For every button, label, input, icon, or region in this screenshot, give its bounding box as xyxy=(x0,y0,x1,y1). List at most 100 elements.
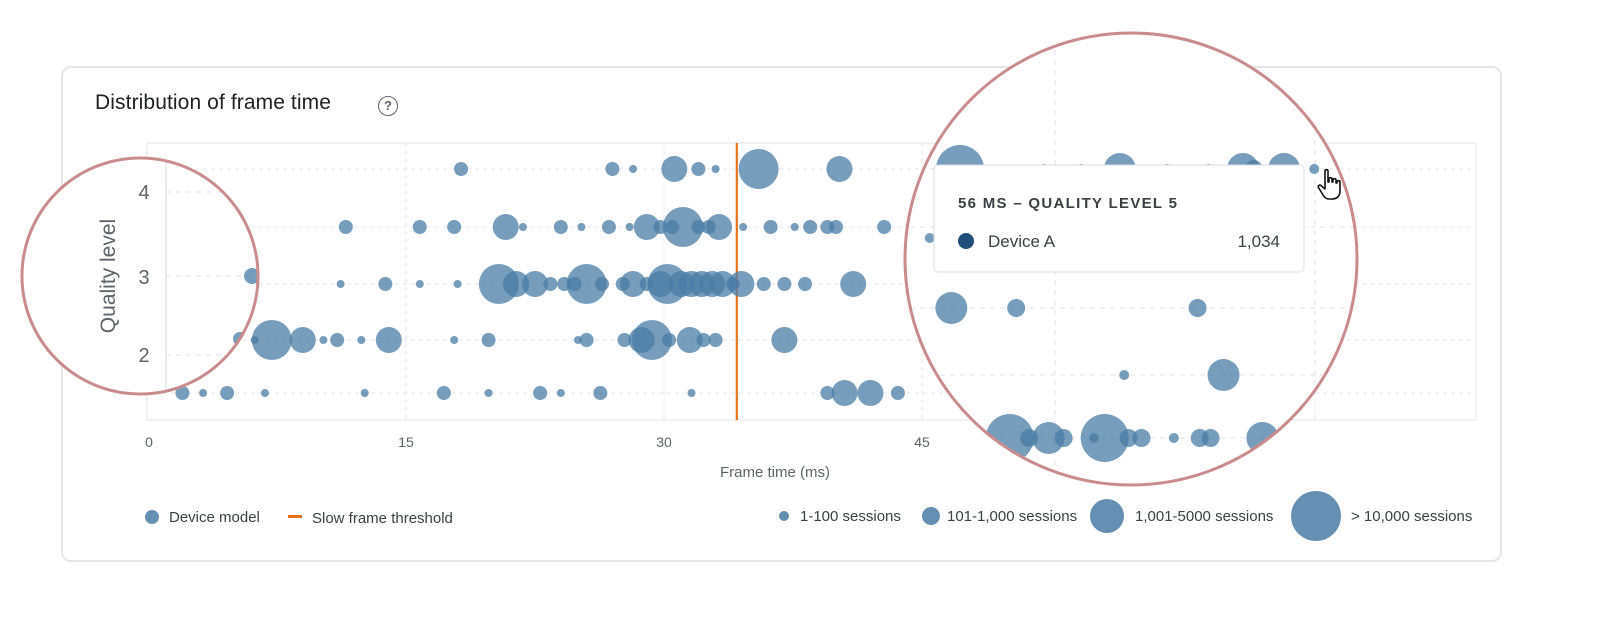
bubble-point[interactable] xyxy=(412,220,427,234)
bubble-point[interactable] xyxy=(1201,429,1220,447)
bubble-point[interactable] xyxy=(696,333,711,347)
bubble-point[interactable] xyxy=(1132,429,1151,447)
zoom-y-tick: 3 xyxy=(138,267,149,289)
bubble-point[interactable] xyxy=(708,333,723,347)
bubble-point[interactable] xyxy=(831,380,858,406)
tooltip-title: 56 MS – QUALITY LEVEL 5 xyxy=(958,195,1178,212)
bubble-point[interactable] xyxy=(617,333,632,347)
size-legend-label: 1,001-5000 sessions xyxy=(1135,508,1273,525)
bubble-point[interactable] xyxy=(436,386,451,400)
bubble-point[interactable] xyxy=(629,165,638,173)
bubble-point[interactable] xyxy=(450,336,459,344)
tooltip-series-dot xyxy=(958,233,974,249)
bubble-point[interactable] xyxy=(260,389,269,397)
bubble-point[interactable] xyxy=(220,386,235,400)
bubble-point[interactable] xyxy=(605,162,620,176)
bubble-point[interactable] xyxy=(484,389,493,397)
bubble-point[interactable] xyxy=(633,214,660,240)
bubble-point[interactable] xyxy=(763,220,778,234)
bubble-point[interactable] xyxy=(1188,299,1207,317)
bubble-point[interactable] xyxy=(1007,299,1026,317)
bubble-point[interactable] xyxy=(857,380,884,406)
size-legend-label: > 10,000 sessions xyxy=(1351,508,1472,525)
bubble-point[interactable] xyxy=(543,277,558,291)
bubble-point[interactable] xyxy=(244,268,260,284)
bubble-point[interactable] xyxy=(662,333,677,347)
bubble-point[interactable] xyxy=(199,389,208,397)
bubble-point[interactable] xyxy=(251,320,292,360)
bubble-point[interactable] xyxy=(706,214,733,240)
bubble-point[interactable] xyxy=(756,277,771,291)
bubble-point[interactable] xyxy=(556,389,565,397)
bubble-point[interactable] xyxy=(378,277,393,291)
bubble-point[interactable] xyxy=(319,336,328,344)
bubble-point[interactable] xyxy=(661,156,688,182)
bubble-point[interactable] xyxy=(1032,422,1065,454)
bubble-point[interactable] xyxy=(1207,359,1240,391)
bubble-point[interactable] xyxy=(711,165,720,173)
bubble-point[interactable] xyxy=(522,271,548,297)
bubble-point[interactable] xyxy=(777,277,792,291)
bubble-point[interactable] xyxy=(553,220,568,234)
bubble-point[interactable] xyxy=(803,220,818,234)
bubble-point[interactable] xyxy=(518,223,527,231)
bubble-point[interactable] xyxy=(338,220,353,234)
bubble-point[interactable] xyxy=(662,207,703,247)
bubble-point[interactable] xyxy=(1054,429,1073,447)
bubble-point[interactable] xyxy=(790,223,799,231)
bubble-point[interactable] xyxy=(890,386,905,400)
bubble-point[interactable] xyxy=(415,280,424,288)
help-circle-icon[interactable]: ? xyxy=(378,96,398,116)
bubble-point[interactable] xyxy=(289,327,316,353)
bubble-point[interactable] xyxy=(676,327,703,353)
bubble-point[interactable] xyxy=(593,386,608,400)
bubble-point[interactable] xyxy=(966,429,985,447)
bubble-point[interactable] xyxy=(566,264,607,304)
bubble-point[interactable] xyxy=(454,162,469,176)
bubble-point[interactable] xyxy=(739,223,748,231)
bubble-point[interactable] xyxy=(826,156,853,182)
bubble-point[interactable] xyxy=(771,327,798,353)
bubble-point[interactable] xyxy=(877,220,892,234)
bubble-point[interactable] xyxy=(601,220,616,234)
bubble-point[interactable] xyxy=(691,220,706,234)
bubble-point[interactable] xyxy=(453,280,462,288)
bubble-point[interactable] xyxy=(533,386,548,400)
bubble-point[interactable] xyxy=(447,220,462,234)
bubble-point[interactable] xyxy=(175,386,190,400)
bubble-point[interactable] xyxy=(798,277,813,291)
bubble-point[interactable] xyxy=(360,389,369,397)
bubble-point[interactable] xyxy=(620,271,647,297)
bubble-point[interactable] xyxy=(492,214,519,240)
bubble-point[interactable] xyxy=(336,280,345,288)
bubble-point[interactable] xyxy=(577,223,586,231)
bubble-point[interactable] xyxy=(1119,429,1138,447)
bubble-point[interactable] xyxy=(820,386,835,400)
bubble-point[interactable] xyxy=(1309,164,1320,174)
bubble-point[interactable] xyxy=(687,389,696,397)
bubble-point[interactable] xyxy=(1168,433,1179,443)
bubble-point[interactable] xyxy=(330,333,345,347)
bubble-point[interactable] xyxy=(738,149,779,189)
bubble-point[interactable] xyxy=(1119,370,1130,380)
bubble-point[interactable] xyxy=(829,220,843,234)
bubble-point[interactable] xyxy=(481,333,496,347)
bubble-point[interactable] xyxy=(375,327,402,353)
x-axis-title: Frame time (ms) xyxy=(720,464,830,481)
bubble-point[interactable] xyxy=(625,223,634,231)
hand-pointer-icon xyxy=(1317,168,1341,200)
bubble-point[interactable] xyxy=(595,277,610,291)
chart-title: Distribution of frame time xyxy=(95,91,332,114)
bubble-point[interactable] xyxy=(1080,414,1129,462)
x-tick-label: 30 xyxy=(656,434,672,450)
bubble-point[interactable] xyxy=(357,336,366,344)
bubble-point[interactable] xyxy=(579,333,594,347)
bubble-point[interactable] xyxy=(631,320,672,360)
bubble-point[interactable] xyxy=(503,271,530,297)
bubble-point[interactable] xyxy=(691,162,706,176)
bubble-point[interactable] xyxy=(840,271,867,297)
bubble-point[interactable] xyxy=(709,271,736,297)
bubble-point[interactable] xyxy=(935,292,968,324)
bubble-point[interactable] xyxy=(924,233,935,243)
bubble-point[interactable] xyxy=(728,271,755,297)
